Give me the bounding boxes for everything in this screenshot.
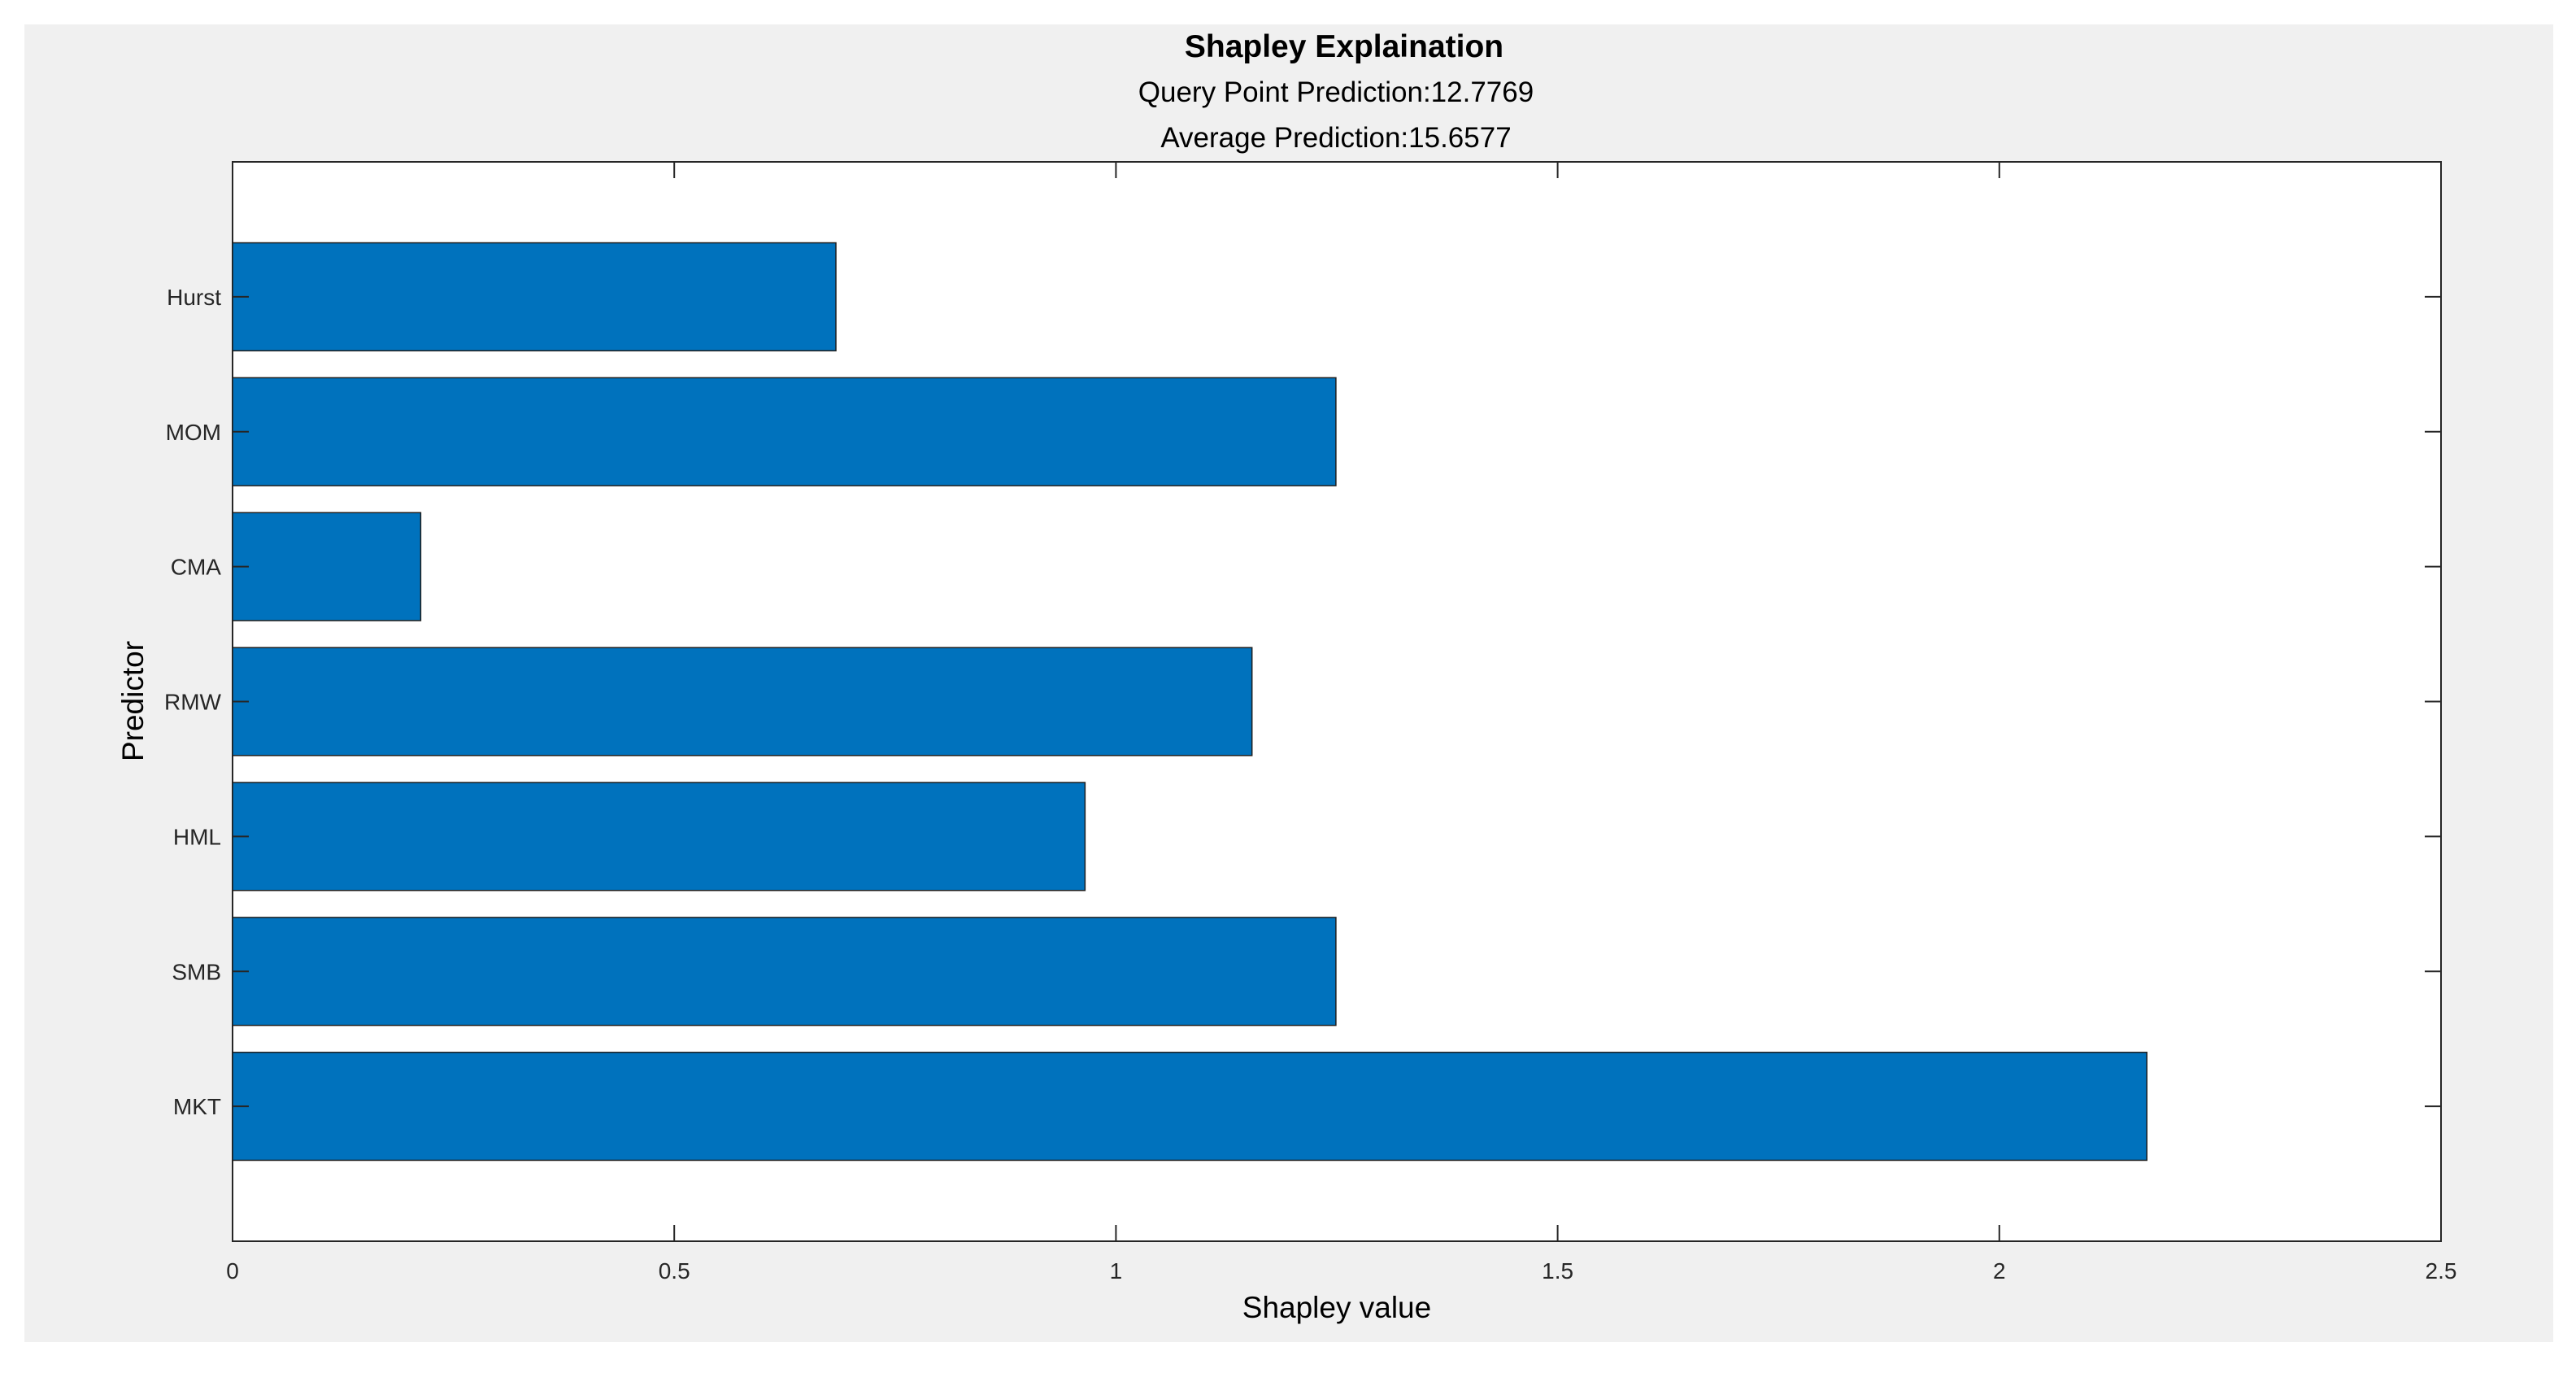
y-tick-label-cma: CMA [171,555,222,580]
y-tick-label-mom: MOM [166,420,221,445]
x-tick-label-5: 2.5 [2426,1258,2457,1284]
chart-subtitle-query-point: Query Point Prediction:12.7769 [1138,76,1534,108]
bars-group [232,242,2147,1162]
bar-hurst [232,242,837,351]
ticks-group: MKT SMB HML RMW CMA MOM Hurst 0 0.5 1 1.5 2 2.5 [164,162,2456,1284]
bar-rmw [232,647,1253,756]
y-tick-label-hurst: Hurst [167,285,221,310]
y-axis-label: Predictor [116,641,150,761]
bar-mkt [232,1052,2147,1162]
x-tick-label-0: 0 [226,1258,239,1284]
x-tick-label-2: 1 [1110,1258,1123,1284]
y-tick-label-mkt: MKT [173,1094,221,1119]
x-axis-label: Shapley value [1242,1291,1431,1324]
x-tick-label-1: 0.5 [659,1258,690,1284]
y-tick-label-hml: HML [173,824,221,849]
bar-cma [232,512,422,621]
x-tick-label-3: 1.5 [1542,1258,1573,1284]
chart-title: Shapley Explaination [1185,29,1503,64]
x-tick-label-4: 2 [1993,1258,2006,1284]
bar-smb [232,917,1337,1026]
y-tick-label-smb: SMB [172,959,221,984]
chart-subtitle-average: Average Prediction:15.6577 [1160,122,1511,154]
bar-mom [232,377,1337,486]
y-tick-label-rmw: RMW [164,690,222,715]
bar-hml [232,782,1086,891]
